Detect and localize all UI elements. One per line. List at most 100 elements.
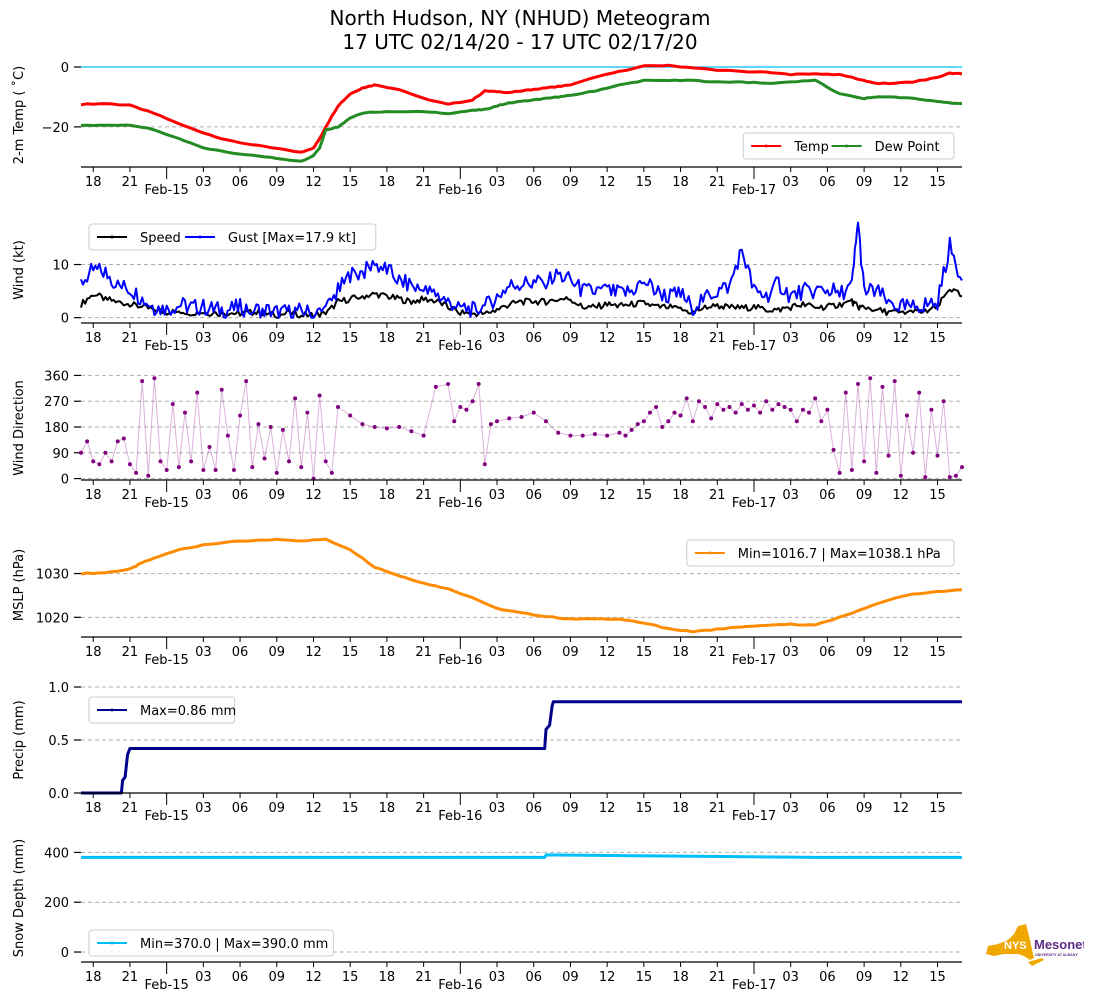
logo-university-text: UNIVERSITY AT ALBANY [1035,953,1078,957]
x-tick-label: 21 [709,645,726,660]
legend-label: Min=1016.7 | Max=1038.1 hPa [738,547,941,562]
x-tick-label: 06 [232,970,249,985]
x-tick-label: 18 [85,645,102,660]
wind-direction-point [660,425,665,429]
y-tick-label: −20 [42,121,69,136]
y-tick-label: 0 [61,946,69,961]
x-tick-label: 12 [893,970,910,985]
wind-direction-point [317,393,322,398]
wind-direction-point [782,404,787,409]
wind-direction-point [923,475,928,480]
x-date-label: Feb-17 [732,183,776,198]
x-tick-label: 03 [195,488,212,503]
x-tick-label: 21 [709,801,726,816]
wind-direction-point [323,459,328,464]
legend-box [88,223,377,251]
x-tick-label: 06 [819,645,836,660]
x-tick-label: 15 [929,331,946,346]
x-tick-label: 15 [929,970,946,985]
wind-direction-point [225,433,230,438]
legend-label: Speed [140,231,181,246]
x-tick-label: 06 [819,488,836,503]
x-tick-label: 03 [195,331,212,346]
x-tick-label: 15 [342,801,359,816]
x-tick-label: 21 [415,488,432,503]
wind-direction-point [293,396,298,401]
wind-direction-point [678,413,683,418]
wind-direction-point [953,473,958,478]
x-tick-label: 15 [636,488,653,503]
wind-direction-point [874,470,879,475]
series-line-temp [80,63,963,154]
wind-direction-point [880,384,885,389]
legend: Temp Dew Point [742,132,955,160]
legend-label: Gust [Max=17.9 kt] [228,231,356,246]
x-tick-label: 18 [672,645,689,660]
wind-direction-point [452,419,457,424]
x-tick-label: 06 [525,970,542,985]
wind-direction-point [813,396,818,401]
x-tick-label: 12 [893,488,910,503]
wind-direction-point [195,390,200,395]
wind-direction-point [868,376,873,381]
legend-box [88,929,334,957]
wind-direction-point [831,447,836,452]
x-tick-label: 18 [379,331,396,346]
series-line-speed [80,288,963,319]
legend-label: Dew Point [875,140,940,155]
wind-direction-point [476,382,481,387]
x-tick-label: 21 [122,175,139,190]
y-tick-label: 90 [52,447,69,462]
wind-direction-point [433,384,438,389]
wind-direction-point [152,376,157,381]
wind-direction-point [696,399,701,404]
ny-state-shape-icon [986,924,1034,960]
wind-direction-point [733,410,738,415]
x-tick-label: 03 [782,488,799,503]
wind-direction-point [219,387,224,392]
wind-direction-point [262,456,267,461]
x-tick-label: 06 [525,331,542,346]
x-tick-label: 18 [672,175,689,190]
x-date-label: Feb-15 [145,183,189,198]
wind-direction-point [745,407,750,412]
wind-direction-point [543,419,548,424]
wind-direction-point [770,407,775,412]
wind-direction-point [800,407,805,412]
wind-direction-point [360,422,365,427]
wind-direction-point [764,399,769,404]
x-tick-label: 15 [342,970,359,985]
x-tick-label: 15 [636,801,653,816]
x-tick-label: 12 [305,801,322,816]
series-line-max [81,700,962,795]
x-tick-label: 06 [819,801,836,816]
wind-direction-point [421,433,426,438]
wind-direction-point [739,402,744,407]
x-tick-label: 03 [195,175,212,190]
x-tick-label: 03 [782,970,799,985]
x-tick-label: 12 [305,645,322,660]
x-tick-label: 21 [415,175,432,190]
wind-direction-point [507,416,512,421]
wind-direction-point [305,410,310,415]
wind-direction-point [849,467,854,472]
x-tick-label: 21 [122,488,139,503]
legend: Min=1016.7 | Max=1038.1 hPa [686,539,955,567]
wind-direction-point [85,439,90,444]
x-tick-label: 21 [415,331,432,346]
legend: Max=0.86 mm [88,696,236,724]
wind-direction-point [715,402,720,407]
wind-direction-point [721,407,726,412]
x-tick-label: 15 [636,331,653,346]
wind-direction-point [170,402,175,407]
panel-wind: 0 10 Wind (kt) 18 21 03 06 09 12 15 18 21 03 06 09 12 15… [12,221,963,354]
x-tick-label: 15 [342,488,359,503]
wind-direction-point [556,430,561,435]
x-tick-label: 18 [85,970,102,985]
x-tick-label: 12 [599,175,616,190]
x-tick-label: 09 [269,970,286,985]
x-tick-label: 03 [489,175,506,190]
long-island-shape [1028,958,1044,966]
x-tick-label: 18 [672,331,689,346]
